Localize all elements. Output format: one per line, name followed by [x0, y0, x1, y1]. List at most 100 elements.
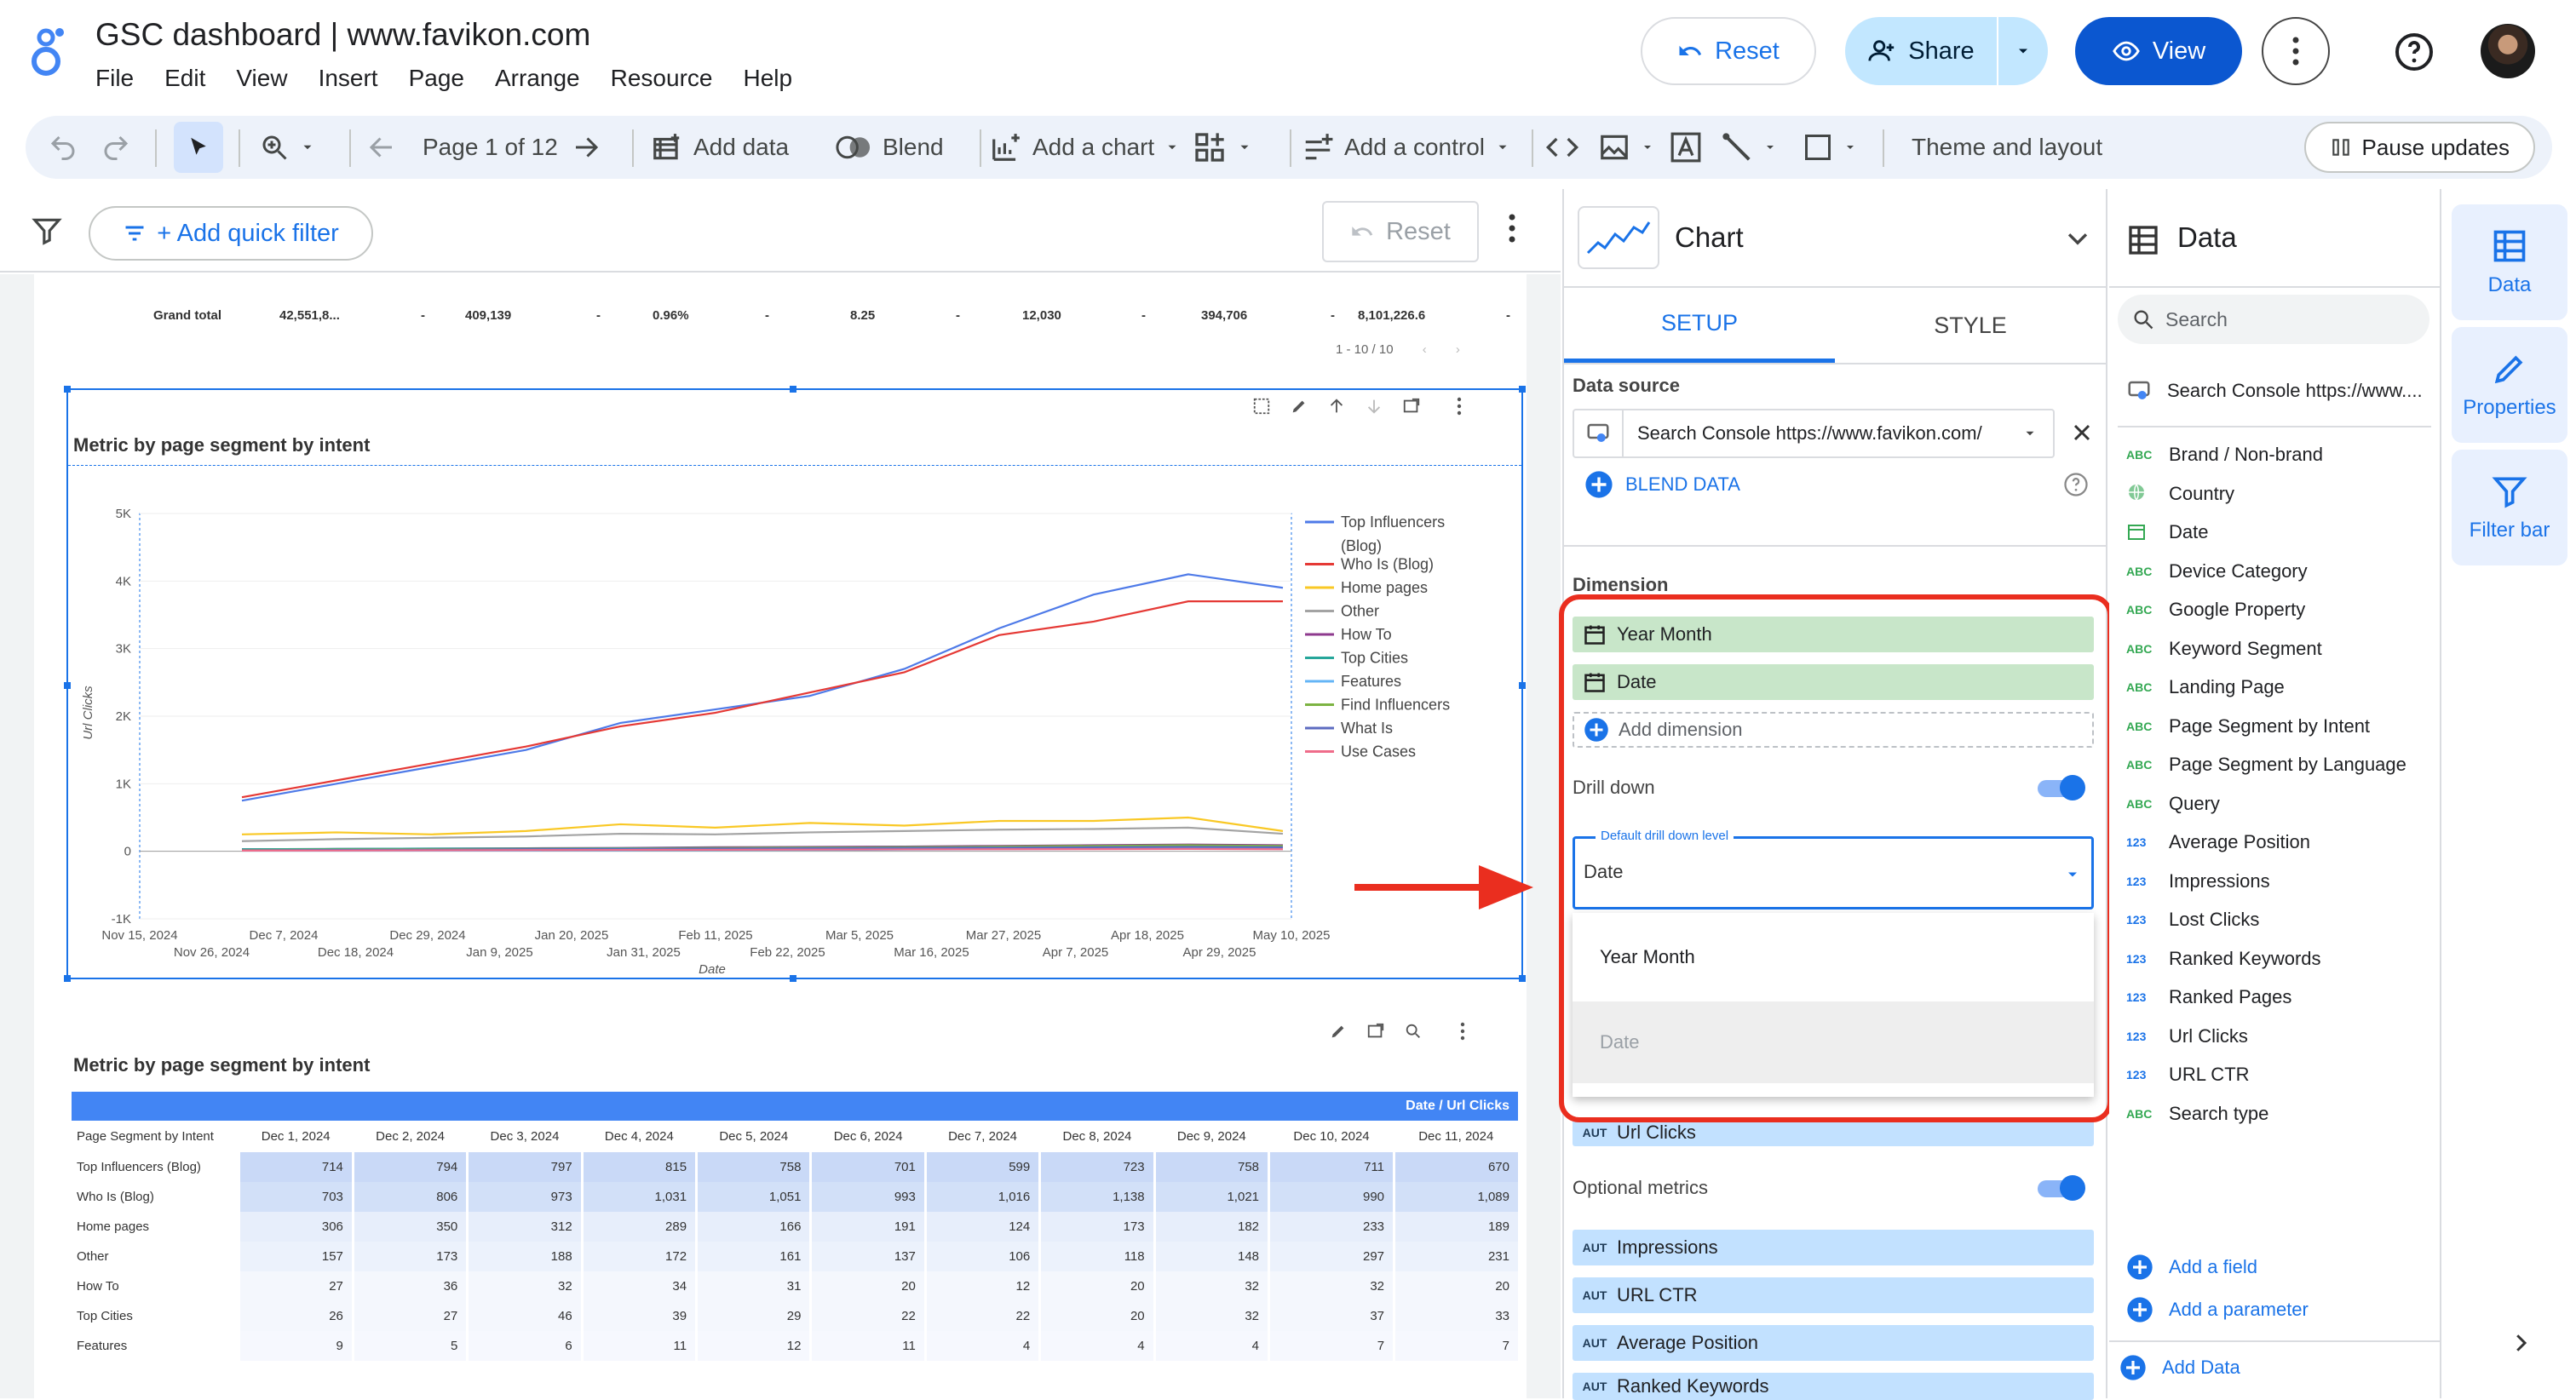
rail-properties-button[interactable]: Properties — [2452, 327, 2567, 443]
more-vert-icon[interactable] — [1460, 1022, 1465, 1045]
looker-studio-logo-icon[interactable] — [26, 24, 73, 78]
menu-insert[interactable]: Insert — [318, 65, 378, 91]
edit-icon[interactable] — [1329, 1022, 1348, 1045]
select-pointer-icon[interactable] — [174, 122, 223, 173]
chevron-left-icon[interactable]: ‹ — [1422, 342, 1427, 357]
report-page[interactable]: Grand total 42,551,8... - 409,139 - 0.96… — [34, 274, 1527, 1398]
resize-handle[interactable] — [1519, 682, 1526, 689]
dimension-chip-date[interactable]: Date — [1573, 664, 2094, 700]
field-item[interactable]: ABC Keyword Segment — [2126, 632, 2322, 666]
blend-data-button[interactable]: BLEND DATA — [1584, 470, 1740, 499]
more-vert-icon[interactable] — [1457, 397, 1462, 420]
column-header-cell[interactable]: Dec 4, 2024 — [604, 1129, 674, 1144]
shape-icon[interactable] — [1803, 122, 1857, 173]
drill-up-icon[interactable] — [1327, 397, 1346, 420]
optional-metric-chip[interactable]: AUT Impressions — [1573, 1230, 2094, 1265]
canvas-scrollbar[interactable] — [1533, 274, 1547, 1398]
data-source-selector[interactable]: Search Console https://www.favikon.com/ — [1573, 409, 2055, 458]
pivot-table[interactable]: Date / Url Clicks Page Segment by Intent… — [72, 1092, 1518, 1398]
column-header-cell[interactable]: Dec 6, 2024 — [833, 1129, 903, 1144]
add-control-button[interactable]: Add a control — [1302, 122, 1510, 173]
select-area-icon[interactable] — [1252, 397, 1271, 420]
row-header-cell[interactable]: Page Segment by Intent — [77, 1129, 214, 1144]
table-row[interactable]: Top Cities 26 27 46 39 29 22 22 20 32 37 33 — [72, 1301, 1518, 1331]
more-options-button[interactable] — [2262, 17, 2330, 85]
field-item[interactable]: ABC Page Segment by Language — [2126, 748, 2406, 782]
column-header-cell[interactable]: Dec 3, 2024 — [490, 1129, 560, 1144]
add-field-button[interactable]: Add a field — [2126, 1254, 2257, 1281]
pause-updates-button[interactable]: Pause updates — [2303, 122, 2535, 173]
menu-view[interactable]: View — [236, 65, 288, 91]
zoom-icon[interactable] — [259, 122, 315, 173]
table-row[interactable]: Features 9 5 6 11 12 11 4 4 4 7 7 — [72, 1331, 1518, 1361]
resize-handle[interactable] — [1519, 975, 1526, 982]
field-item[interactable]: ABC Google Property — [2126, 593, 2305, 627]
resize-handle[interactable] — [64, 682, 71, 689]
metric-chip-url-clicks[interactable]: AUT Url Clicks — [1573, 1119, 2094, 1146]
filter-reset-button[interactable]: Reset — [1322, 201, 1479, 262]
resize-handle[interactable] — [64, 975, 71, 982]
table-row[interactable]: Who Is (Blog) 703 806 973 1,031 1,051 993 1,016… — [72, 1182, 1518, 1212]
field-item[interactable]: ABC Search type — [2126, 1097, 2268, 1131]
text-box-icon[interactable] — [1670, 122, 1702, 173]
optional-metric-chip[interactable]: AUT Ranked Keywords — [1573, 1373, 2094, 1400]
undo-icon[interactable] — [48, 122, 78, 173]
optional-metric-chip[interactable]: AUT URL CTR — [1573, 1277, 2094, 1313]
table-row[interactable]: How To 27 36 32 34 31 20 12 20 32 32 20 — [72, 1271, 1518, 1301]
more-vert-icon[interactable] — [1508, 213, 1516, 244]
optional-metrics-toggle[interactable] — [2038, 1175, 2085, 1201]
menu-help[interactable]: Help — [743, 65, 793, 91]
line-icon[interactable] — [1721, 122, 1777, 173]
data-source-item[interactable]: Search Console https://www.... — [2126, 378, 2423, 404]
field-search-input[interactable]: Search — [2118, 295, 2429, 344]
document-title[interactable]: GSC dashboard | www.favikon.com — [95, 17, 591, 52]
field-item[interactable]: 123 Average Position — [2126, 825, 2310, 859]
menu-file[interactable]: File — [95, 65, 135, 91]
help-icon[interactable] — [2389, 27, 2439, 77]
field-item[interactable]: ABC Query — [2126, 787, 2220, 821]
menu-resource[interactable]: Resource — [610, 65, 713, 91]
chevron-right-icon[interactable] — [2508, 1330, 2533, 1360]
image-icon[interactable] — [1598, 122, 1654, 173]
edit-icon[interactable] — [1290, 397, 1308, 420]
add-chart-button[interactable]: Add a chart — [990, 122, 1180, 173]
field-item[interactable]: 123 Url Clicks — [2126, 1019, 2248, 1053]
column-header-cell[interactable]: Dec 8, 2024 — [1062, 1129, 1132, 1144]
column-header-cell[interactable]: Dec 9, 2024 — [1176, 1129, 1246, 1144]
share-dropdown-button[interactable] — [1998, 17, 2048, 85]
zoom-icon[interactable] — [1404, 1022, 1423, 1045]
menu-arrange[interactable]: Arrange — [495, 65, 580, 91]
field-item[interactable]: ABC Device Category — [2126, 554, 2308, 588]
report-canvas[interactable]: Grand total 42,551,8... - 409,139 - 0.96… — [0, 274, 1561, 1398]
column-header-cell[interactable]: Dec 7, 2024 — [948, 1129, 1017, 1144]
drill-option-date[interactable]: Date — [1573, 1001, 2094, 1083]
tab-setup[interactable]: SETUP — [1564, 288, 1835, 363]
share-button[interactable]: Share — [1845, 17, 1997, 85]
filter-icon[interactable] — [31, 215, 63, 247]
expand-icon[interactable] — [1366, 1022, 1385, 1045]
chevron-down-icon[interactable] — [2063, 225, 2092, 258]
table-row[interactable]: Home pages 306 350 312 289 166 191 124 173 182 233… — [72, 1212, 1518, 1242]
table-row[interactable]: Other 157 173 188 172 161 137 106 118 148 297 231 — [72, 1242, 1518, 1271]
field-item[interactable]: ABC Page Segment by Intent — [2126, 709, 2370, 743]
column-header-cell[interactable]: Dec 1, 2024 — [261, 1129, 331, 1144]
time-series-chart[interactable]: Metric by page segment by intent 5K 4K 3K 2… — [64, 386, 1526, 982]
field-item[interactable]: 123 Lost Clicks — [2126, 903, 2259, 937]
field-item[interactable]: 123 Ranked Keywords — [2126, 942, 2321, 976]
reset-button[interactable]: Reset — [1641, 17, 1816, 85]
tab-style[interactable]: STYLE — [1934, 312, 2007, 338]
field-item[interactable]: ABC Landing Page — [2126, 670, 2285, 704]
field-item[interactable]: ABC Brand / Non-brand — [2126, 438, 2323, 472]
redo-icon[interactable] — [101, 122, 131, 173]
field-item[interactable]: Date — [2126, 515, 2208, 549]
column-header-cell[interactable]: Dec 10, 2024 — [1293, 1129, 1370, 1144]
optional-metric-chip[interactable]: AUT Average Position — [1573, 1325, 2094, 1361]
drill-down-icon[interactable] — [1365, 397, 1383, 420]
dimension-chip-year-month[interactable]: Year Month — [1573, 617, 2094, 652]
resize-handle[interactable] — [790, 975, 796, 982]
page-indicator[interactable]: Page 1 of 12 — [423, 134, 558, 160]
rail-filter-bar-button[interactable]: Filter bar — [2452, 450, 2567, 565]
expand-icon[interactable] — [1402, 397, 1421, 420]
resize-handle[interactable] — [790, 386, 796, 393]
time-series-chart-icon[interactable] — [1578, 206, 1659, 269]
